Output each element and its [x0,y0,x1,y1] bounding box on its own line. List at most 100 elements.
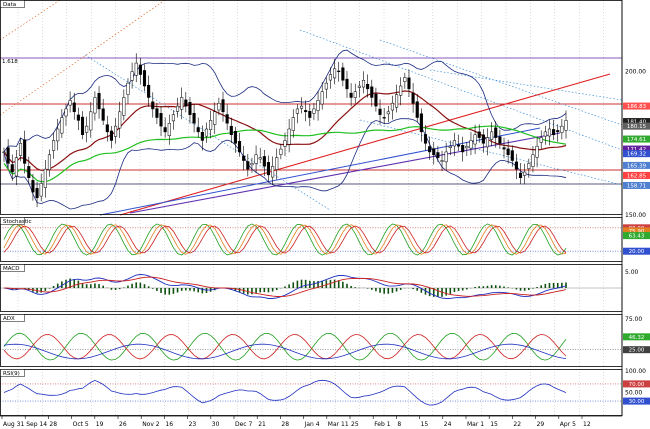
candle-body [209,120,213,131]
value-box [623,227,650,235]
panel-title-box [0,217,25,225]
candle-body [142,70,147,87]
candle-body [564,120,568,131]
candle-body [357,85,361,88]
candle-body [155,108,159,118]
value-box-label: 75.90 [629,229,645,235]
x-axis-label: 19 [96,421,104,428]
candle-body [196,127,200,133]
candle-body [254,154,258,164]
value-box-label: 186.83 [627,104,647,110]
candle-body [539,137,543,143]
candle-body [506,148,510,156]
candle-body [457,144,461,147]
candle-body [547,128,552,137]
candle-body [105,124,109,133]
candle-body [395,94,399,108]
candle-body [494,127,498,138]
value-box [623,150,650,158]
candle-body [14,157,18,177]
x-axis-label: Sep 14 [26,421,47,428]
candle-body [213,111,217,125]
candle-body [473,134,477,145]
x-axis-label: 16 [165,421,173,428]
candle-body [337,70,341,73]
value-box [623,333,650,341]
adx-minus-di [3,333,567,360]
value-box [623,181,650,189]
candle-body [167,123,171,136]
candle-body [176,105,180,112]
x-axis-label: Jan 4 [304,421,320,428]
candle-body [266,162,271,176]
price-axis-tick: 150.00 [625,212,646,219]
value-box-label: 158.71 [627,183,646,189]
x-axis-label: Oct 5 [73,421,89,428]
x-axis-label: 26 [119,421,127,428]
x-axis-label: 12 [583,421,591,428]
candle-body [382,117,386,119]
candle-body [345,78,349,90]
value-box-label: 63.43 [629,234,645,240]
adx-axis-tick: 75.00 [625,316,642,323]
x-axis-label: 15 [421,421,429,428]
candle-body [361,80,366,88]
value-box [623,171,650,179]
x-axis-label: Mar 11 [328,421,349,428]
candle-body [444,151,448,163]
value-box [623,135,650,143]
candle-body [35,188,39,199]
candle-body [469,140,473,149]
rsi-axis-tick: 50.00 [625,390,642,397]
value-box-label: 181.40 [627,120,647,126]
candle-body [262,156,266,167]
candle-body [246,161,250,170]
panel-title-box [0,314,25,322]
x-axis-label: 24 [444,421,452,428]
candle-body [18,143,23,156]
channel-blue-2 [299,29,623,151]
candle-body [23,139,27,164]
candle-body [134,62,138,76]
stochastic-panel [0,223,622,256]
candle-body [481,134,485,144]
candle-body [448,145,452,148]
candle-body [390,102,394,111]
candle-body [2,151,6,153]
macd-signal [3,276,567,297]
candle-body [114,125,118,137]
value-box [623,118,650,126]
candle-body [39,183,43,197]
candle-body [552,129,556,135]
candle-body [291,117,295,131]
candle-body [531,154,535,167]
candle-body [275,157,279,170]
panel-title-rsi: RSI(9) [3,371,20,377]
candle-body [242,155,246,161]
x-axis-label: Nov 2 [142,421,160,428]
candle-body [271,166,275,178]
candle-body [60,117,64,134]
fib-label: 1.618 [2,59,18,65]
candle-body [221,99,225,113]
rsi-panel [0,379,622,406]
candle-body [370,86,374,98]
candle-body [328,74,333,81]
candle-body [423,134,428,144]
candle-body [399,85,403,96]
candle-body [287,128,291,145]
candle-body [308,110,312,118]
candle-body [312,108,316,114]
candle-body [485,137,490,148]
candle-body [432,148,436,156]
candle-body [97,92,101,110]
candle-body [374,93,378,107]
candle-body [109,130,113,141]
candle-body [85,125,89,133]
candle-body [151,101,155,110]
candle-body [217,102,221,111]
candle-body [171,114,175,122]
value-box-label: 70.00 [629,382,645,388]
candle-body [518,172,523,178]
